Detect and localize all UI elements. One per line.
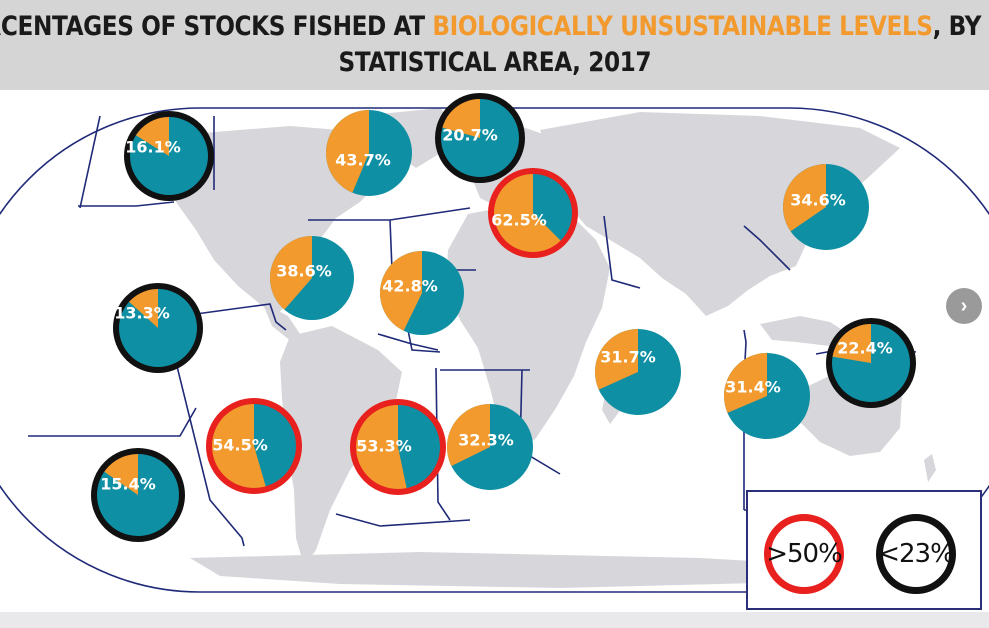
pie-area-4: 62.5% xyxy=(488,168,578,258)
pie-value-label: 31.4% xyxy=(725,378,781,397)
legend: >50% <23% xyxy=(746,490,982,610)
pie-area-10: 31.4% xyxy=(724,353,810,439)
footer-strip xyxy=(0,612,989,628)
pie-value-label: 42.8% xyxy=(382,277,438,296)
boundary-line xyxy=(173,353,245,547)
pie-value-label: 53.3% xyxy=(356,437,412,456)
land-africa xyxy=(446,202,610,456)
title-text-end: , BY FAO xyxy=(932,11,989,42)
pie-slice-unsustainable xyxy=(355,404,407,490)
pie-slice-unsustainable xyxy=(595,329,638,390)
pie-area-1: 16.1% xyxy=(124,111,214,201)
pie-ring-low xyxy=(113,283,203,373)
pie-value-label: 38.6% xyxy=(276,262,332,281)
chevron-right-icon: › xyxy=(960,294,968,317)
pie-value-label: 34.6% xyxy=(790,191,846,210)
boundary-line xyxy=(335,513,471,527)
pie-ring-high xyxy=(350,399,446,495)
pie-ring-low xyxy=(435,93,525,183)
pie-area-3: 20.7% xyxy=(435,93,525,183)
pie-ring-low xyxy=(91,448,185,542)
pie-value-label: 31.7% xyxy=(600,348,656,367)
pie-value-label: 22.4% xyxy=(837,339,893,358)
boundary-line xyxy=(435,367,451,521)
pie-area-13: 53.3% xyxy=(350,399,446,495)
pie-area-8: 13.3% xyxy=(113,283,203,373)
land-asia xyxy=(540,112,900,316)
land-antarctica xyxy=(190,552,840,588)
pie-slice-unsustainable xyxy=(447,404,490,467)
title-highlight: BIOLOGICALLY UNSUSTAINABLE LEVELS xyxy=(431,11,933,42)
pie-value-label: 62.5% xyxy=(491,211,547,230)
pie-area-7: 42.8% xyxy=(380,251,464,335)
pie-slice-unsustainable xyxy=(493,173,562,253)
pie-ring-low xyxy=(124,111,214,201)
pie-slice-unsustainable xyxy=(128,288,158,328)
pie-slice-unsustainable xyxy=(441,98,480,138)
pie-ring-low xyxy=(826,318,916,408)
pie-area-5: 34.6% xyxy=(782,164,869,250)
pie-value-label: 16.1% xyxy=(125,138,181,157)
land-south-america xyxy=(280,326,402,566)
boundary-line xyxy=(603,215,641,289)
pie-ring-high xyxy=(206,398,302,494)
legend-low-ring: <23% xyxy=(876,514,956,594)
pie-value-label: 13.3% xyxy=(114,304,170,323)
pie-value-label: 20.7% xyxy=(442,126,498,145)
pie-slice-unsustainable xyxy=(380,251,422,331)
pie-value-label: 32.3% xyxy=(458,431,514,450)
pie-slice-unsustainable xyxy=(270,236,312,310)
land-southeast-asia xyxy=(760,316,852,346)
pie-area-14: 32.3% xyxy=(447,404,533,490)
pie-slice-unsustainable xyxy=(325,110,369,193)
pie-value-label: 15.4% xyxy=(100,475,156,494)
pie-value-label: 43.7% xyxy=(335,151,391,170)
boundary-line xyxy=(78,201,175,207)
land-new-zealand xyxy=(924,454,936,482)
pie-area-11: 22.4% xyxy=(826,318,916,408)
land-central-america xyxy=(262,302,300,342)
pie-area-12: 54.5% xyxy=(206,398,302,494)
pie-slice-unsustainable xyxy=(782,164,826,232)
pie-area-2: 43.7% xyxy=(325,110,412,196)
boundary-line xyxy=(743,225,791,271)
pie-area-9: 31.7% xyxy=(595,329,681,415)
pie-ring-high xyxy=(488,168,578,258)
pie-area-15: 15.4% xyxy=(91,448,185,542)
pie-charts: 16.1% 43.7% 20.7% 62.5% 34.6% 38.6% 42.8% 13.3%… xyxy=(91,93,916,542)
boundary-line xyxy=(28,407,197,437)
chart-title-line-2: STATISTICAL AREA, 2017 xyxy=(338,47,651,78)
pie-value-label: 54.5% xyxy=(212,436,268,455)
world-map: 16.1% 43.7% 20.7% 62.5% 34.6% 38.6% 42.8% 13.3%… xyxy=(0,93,989,593)
chart-title-line-1: PERCENTAGES OF STOCKS FISHED AT BIOLOGIC… xyxy=(0,9,989,45)
pie-slice-unsustainable xyxy=(831,323,871,363)
title-bar: PERCENTAGES OF STOCKS FISHED AT BIOLOGIC… xyxy=(0,0,989,90)
next-slide-button[interactable]: › xyxy=(946,288,982,324)
pie-area-6: 38.6% xyxy=(270,236,354,320)
legend-high-ring: >50% xyxy=(764,514,844,594)
pie-slice-unsustainable xyxy=(211,403,266,489)
boundary-line xyxy=(79,115,101,209)
boundary-line xyxy=(377,333,439,351)
pie-slice-unsustainable xyxy=(103,453,138,495)
title-text-start: PERCENTAGES OF STOCKS FISHED AT xyxy=(0,11,425,42)
pie-slice-unsustainable xyxy=(724,353,767,413)
